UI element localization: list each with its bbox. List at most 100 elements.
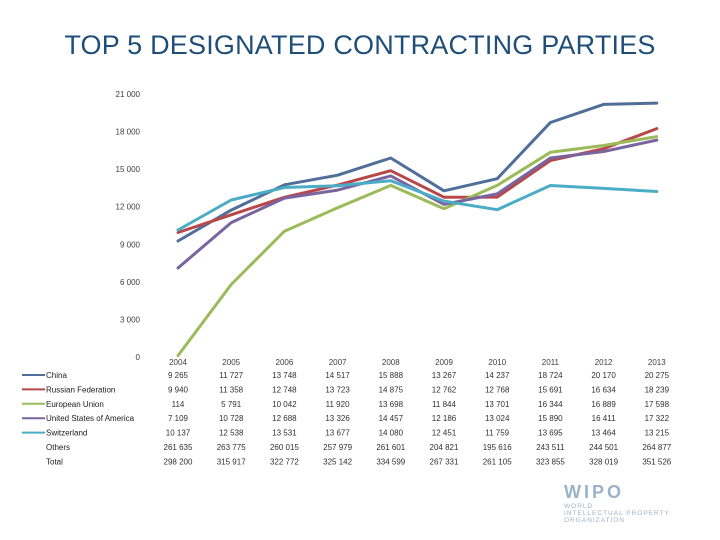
data-label: 351 526 xyxy=(642,457,671,466)
series-line xyxy=(176,138,659,270)
data-label: 260 015 xyxy=(270,443,299,452)
data-label: 12 186 xyxy=(432,414,457,423)
y-tick-label: 15 000 xyxy=(116,165,141,174)
data-label: 13 748 xyxy=(272,371,297,380)
data-label: 15 691 xyxy=(538,385,563,394)
data-label: 9 940 xyxy=(168,385,189,394)
data-label: 18 239 xyxy=(645,385,670,394)
x-tick-label: 2010 xyxy=(488,358,506,367)
series-line xyxy=(176,135,659,358)
data-label: 10 042 xyxy=(272,400,297,409)
legend-entry: Switzerland xyxy=(46,429,87,438)
data-label: 13 698 xyxy=(379,400,404,409)
data-label: 298 200 xyxy=(164,457,193,466)
data-label: 322 772 xyxy=(270,457,299,466)
y-tick-label: 18 000 xyxy=(116,128,141,137)
legend-entry: China xyxy=(46,371,67,380)
x-tick-label: 2008 xyxy=(382,358,400,367)
y-tick-label: 0 xyxy=(136,353,141,362)
data-label: 18 724 xyxy=(538,371,563,380)
data-label: 17 322 xyxy=(645,414,670,423)
legend-entry: European Union xyxy=(46,400,104,409)
data-label: 16 344 xyxy=(538,400,563,409)
x-tick-label: 2011 xyxy=(542,358,560,367)
data-label: 323 855 xyxy=(536,457,565,466)
y-tick-label: 3 000 xyxy=(120,315,141,324)
data-label: 13 215 xyxy=(645,429,670,438)
data-label: 13 531 xyxy=(272,429,297,438)
legend-entry: Others xyxy=(46,443,70,452)
data-label: 15 888 xyxy=(379,371,404,380)
data-label: 13 267 xyxy=(432,371,457,380)
data-label: 195 616 xyxy=(483,443,512,452)
data-label: 114 xyxy=(172,400,185,409)
data-label: 16 411 xyxy=(592,414,616,423)
data-label: 263 775 xyxy=(217,443,246,452)
data-label: 204 821 xyxy=(430,443,459,452)
data-label: 261 105 xyxy=(483,457,512,466)
x-tick-label: 2013 xyxy=(648,358,666,367)
series-line xyxy=(176,127,659,234)
x-tick-label: 2009 xyxy=(435,358,453,367)
y-tick-label: 12 000 xyxy=(116,203,141,212)
x-tick-label: 2006 xyxy=(276,358,294,367)
data-label: 14 875 xyxy=(379,385,404,394)
series-line xyxy=(176,101,659,243)
x-tick-label: 2012 xyxy=(595,358,613,367)
data-label: 20 275 xyxy=(645,371,670,380)
wipo-logo-line-1: WORLD xyxy=(564,503,594,510)
data-label: 12 762 xyxy=(432,385,457,394)
x-tick-label: 2007 xyxy=(329,358,347,367)
data-label: 13 695 xyxy=(538,429,563,438)
data-label: 13 464 xyxy=(591,429,616,438)
data-label: 7 109 xyxy=(168,414,189,423)
data-label: 13 024 xyxy=(485,414,510,423)
wipo-logo-line-2: INTELLECTUAL PROPERTY xyxy=(564,510,670,517)
data-label: 10 137 xyxy=(166,429,191,438)
data-label: 328 019 xyxy=(589,457,618,466)
data-label: 14 457 xyxy=(379,414,404,423)
legend-entry: Total xyxy=(46,457,63,466)
data-label: 325 142 xyxy=(323,457,352,466)
data-label: 257 979 xyxy=(323,443,352,452)
data-label: 13 701 xyxy=(485,400,510,409)
data-label: 14 517 xyxy=(325,371,350,380)
data-label: 14 080 xyxy=(379,429,404,438)
legend-entry: United States of America xyxy=(46,414,135,423)
data-label: 261 635 xyxy=(164,443,193,452)
data-label: 13 326 xyxy=(325,414,350,423)
wipo-logo-mark: WIPO xyxy=(564,482,624,502)
data-label: 9 265 xyxy=(168,371,189,380)
data-label: 5 791 xyxy=(221,400,242,409)
data-label: 10 728 xyxy=(219,414,244,423)
data-label: 267 331 xyxy=(430,457,459,466)
data-label: 15 890 xyxy=(538,414,563,423)
data-label: 16 634 xyxy=(591,385,616,394)
y-tick-label: 9 000 xyxy=(120,240,141,249)
data-label: 334 599 xyxy=(376,457,405,466)
wipo-logo-line-3: ORGANIZATION xyxy=(564,517,625,524)
data-label: 11 759 xyxy=(485,429,509,438)
y-tick-label: 6 000 xyxy=(120,278,141,287)
slide-title: TOP 5 DESIGNATED CONTRACTING PARTIES xyxy=(64,30,656,60)
data-label: 243 511 xyxy=(536,443,565,452)
data-label: 11 844 xyxy=(432,400,456,409)
data-label: 13 677 xyxy=(325,429,350,438)
wipo-logo: WIPO WORLD INTELLECTUAL PROPERTY ORGANIZ… xyxy=(556,482,676,524)
x-tick-label: 2004 xyxy=(169,358,187,367)
y-tick-label: 21 000 xyxy=(116,90,141,99)
series-line xyxy=(176,179,659,232)
data-label: 12 688 xyxy=(272,414,297,423)
data-label: 14 237 xyxy=(485,371,510,380)
x-tick-label: 2005 xyxy=(222,358,240,367)
data-label: 11 358 xyxy=(219,385,243,394)
data-label: 11 727 xyxy=(219,371,243,380)
data-label: 13 723 xyxy=(325,385,350,394)
data-label: 11 920 xyxy=(326,400,350,409)
data-label: 17 598 xyxy=(645,400,670,409)
data-label: 12 748 xyxy=(272,385,297,394)
data-label: 261 601 xyxy=(376,443,405,452)
data-label: 12 451 xyxy=(432,429,457,438)
data-label: 315 917 xyxy=(217,457,246,466)
